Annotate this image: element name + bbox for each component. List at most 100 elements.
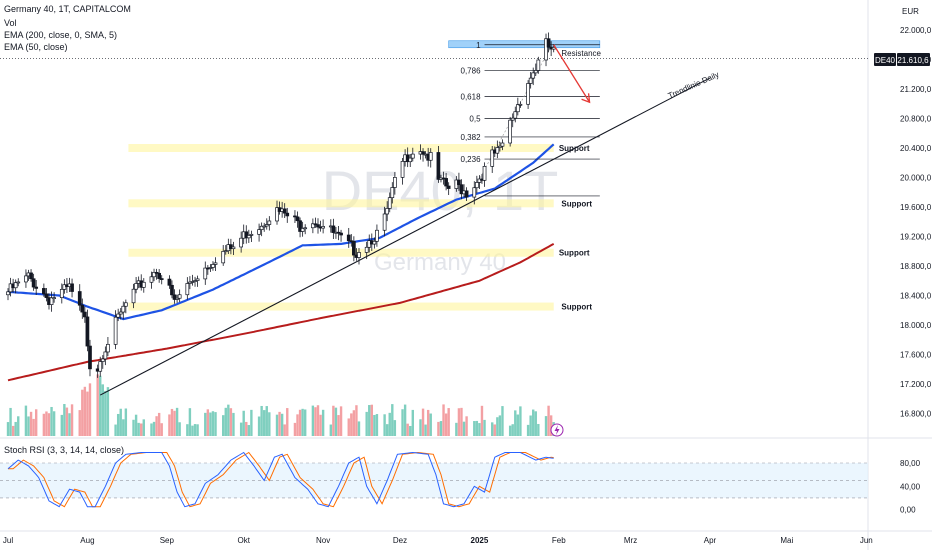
stoch-rsi-pane[interactable]: 80,00 40,00 0,00: [0, 451, 921, 515]
volume-bar: [168, 414, 171, 436]
price-tick-label: 19.200,0: [900, 233, 932, 242]
candle-body: [24, 275, 28, 283]
price-tick-label: 22.000,0: [900, 26, 932, 35]
volume-bar: [160, 423, 163, 436]
candle-body: [513, 111, 518, 119]
volume-bar: [465, 416, 468, 436]
price-tag-value-bg: [897, 53, 930, 66]
candle-body: [510, 117, 515, 121]
volume-bar: [142, 419, 145, 436]
fib-level-label: 0,236: [461, 155, 482, 164]
candle-body: [533, 70, 538, 74]
support-zone: [128, 144, 554, 152]
stoch-rsi-tick-label: 0,00: [900, 506, 916, 515]
trendline-path[interactable]: [99, 77, 711, 396]
volume-bar: [186, 424, 189, 436]
candle-body: [121, 305, 126, 313]
volume-bar: [116, 413, 120, 436]
volume-bar: [211, 411, 215, 436]
support-zones: [128, 144, 554, 311]
volume-bar: [196, 424, 199, 436]
volume-bar: [9, 407, 12, 436]
volume-bar: [78, 410, 81, 436]
candle-body: [393, 177, 397, 188]
volume-bar: [247, 425, 251, 436]
candle-body: [551, 47, 556, 50]
volume-bar: [229, 408, 233, 436]
candle-body: [474, 182, 479, 189]
volume-bar: [239, 422, 243, 436]
volume-bar: [355, 405, 358, 436]
volume-bar: [442, 404, 445, 436]
volume-bar: [245, 421, 248, 436]
price-tick-label: 19.600,0: [900, 203, 932, 212]
volume-bar: [81, 389, 84, 436]
currency-label: EUR: [902, 7, 919, 16]
candle-body: [29, 272, 33, 280]
candle-body: [170, 284, 174, 296]
candle-body: [106, 343, 110, 353]
volume-bar: [393, 420, 397, 436]
time-axis[interactable]: Jul Aug Sep Okt Nov Dez 2025 Feb Mrz Apr Mai Jun: [3, 536, 873, 545]
volume-bar: [96, 374, 99, 436]
volume-bar: [70, 404, 74, 436]
candle-body: [339, 232, 343, 236]
volume-bar: [34, 409, 38, 436]
volume-bar: [383, 414, 386, 436]
volume-bar: [301, 408, 304, 436]
volume-bar: [206, 409, 210, 436]
candle-body: [231, 246, 236, 250]
stoch-rsi-tick-label: 40,00: [900, 482, 921, 491]
fib-level-label: 1: [476, 41, 481, 50]
candle-body: [321, 226, 325, 229]
candle-body: [98, 361, 103, 372]
volume-bar: [460, 407, 463, 436]
volume-bar: [104, 390, 107, 436]
volume-bar: [268, 412, 271, 436]
candle-body: [508, 119, 513, 144]
candle-body: [482, 166, 487, 181]
volume-bar: [60, 414, 64, 436]
candle-body: [154, 271, 159, 274]
candle-body: [410, 153, 415, 159]
volume-bar: [232, 412, 235, 436]
candle-body: [152, 271, 156, 278]
time-tick-label: Okt: [237, 536, 250, 545]
volume-bar: [99, 375, 102, 436]
candle-body: [221, 251, 226, 264]
volume-bar: [296, 414, 299, 436]
volume-bar: [391, 404, 394, 436]
volume-bar: [411, 409, 414, 436]
volume-bar: [224, 407, 227, 436]
candle-body: [157, 272, 162, 279]
lightning-icon[interactable]: [550, 423, 564, 437]
candles: [6, 32, 556, 378]
candle-body: [239, 237, 243, 248]
volume-bar: [42, 413, 46, 436]
candle-body: [149, 276, 154, 283]
projection-arrowhead: [581, 93, 591, 104]
volume-bar: [429, 413, 432, 436]
volume-bar: [209, 412, 212, 436]
price-tick-label: 18.400,0: [900, 292, 932, 301]
candle-body: [34, 286, 39, 289]
volume-bar: [526, 424, 530, 436]
candle-body: [498, 145, 502, 148]
candle-body: [16, 281, 21, 284]
candle-body: [264, 224, 269, 227]
candle-body: [246, 235, 251, 239]
volume-bar: [63, 404, 66, 436]
price-tag: DE40 21.610,6: [874, 53, 930, 66]
volume-bar: [339, 406, 343, 436]
volume-bar: [17, 416, 20, 436]
fib-level-label: 0,382: [461, 133, 482, 142]
support-zone: [128, 302, 554, 311]
time-tick-label: Aug: [80, 536, 94, 545]
volume-bar: [347, 418, 350, 436]
volume-bar: [350, 413, 353, 436]
candle-body: [275, 207, 279, 222]
price-tag-symbol: DE40: [875, 56, 896, 65]
candle-body: [472, 187, 477, 198]
